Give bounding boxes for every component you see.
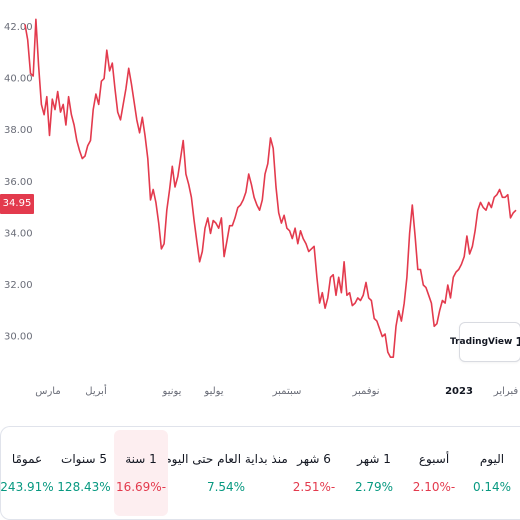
perf-value: 0.14% bbox=[472, 480, 512, 494]
perf-item-today[interactable]: اليوم 0.14% bbox=[464, 427, 520, 519]
y-tick-label: 32.00 bbox=[4, 280, 33, 291]
y-tick-label: 34.00 bbox=[4, 228, 33, 239]
perf-value: 7.54% bbox=[206, 480, 246, 494]
perf-item-1-month[interactable]: 1 شهر 2.79% bbox=[344, 427, 404, 519]
y-tick-label: 30.00 bbox=[4, 332, 33, 343]
performance-bar: اليوم 0.14% أسبوع 2.10%- 1 شهر 2.79% 6 ش… bbox=[0, 426, 520, 520]
tradingview-logo-text: TradingView bbox=[449, 337, 513, 347]
perf-item-all-time[interactable]: عمومًا 243.91% bbox=[0, 427, 54, 519]
perf-value: 2.79% bbox=[354, 480, 394, 494]
perf-value: 243.91% bbox=[0, 480, 54, 494]
perf-value: 16.69%- bbox=[115, 480, 167, 494]
y-tick-label: 40.00 bbox=[4, 74, 33, 85]
perf-value: 2.51%- bbox=[292, 480, 336, 494]
x-tick-label: 2023 bbox=[445, 386, 473, 397]
y-tick-label: 36.00 bbox=[4, 177, 33, 188]
perf-value: 2.10%- bbox=[412, 480, 456, 494]
chart-canvas[interactable]: 42.00 40.00 38.00 36.00 34.00 32.00 30.00 مارس أ… bbox=[0, 0, 520, 410]
tradingview-mark-icon: 17 bbox=[515, 335, 520, 349]
perf-item-5-years[interactable]: 5 سنوات 128.43% bbox=[54, 427, 114, 519]
x-tick-label: نوفمبر bbox=[351, 386, 379, 397]
perf-label: 1 سنة bbox=[125, 452, 157, 466]
perf-label: أسبوع bbox=[418, 452, 450, 466]
perf-label: اليوم bbox=[479, 452, 505, 466]
perf-label: منذ بداية العام حتى اليوم bbox=[164, 452, 288, 466]
perf-item-6-months[interactable]: 6 شهر 2.51%- bbox=[284, 427, 344, 519]
perf-value: 128.43% bbox=[57, 480, 111, 494]
perf-item-1-year[interactable]: 1 سنة 16.69%- bbox=[114, 430, 168, 516]
x-tick-label: مارس bbox=[35, 386, 60, 397]
x-tick-label: أبريل bbox=[85, 384, 107, 397]
price-chart[interactable]: 42.00 40.00 38.00 36.00 34.00 32.00 30.00 مارس أ… bbox=[0, 0, 520, 410]
perf-label: 1 شهر bbox=[357, 452, 391, 466]
x-tick-label: يوليو bbox=[203, 386, 223, 397]
x-tick-label: سبتمبر bbox=[272, 386, 302, 397]
y-tick-label: 42.00 bbox=[4, 22, 33, 33]
x-tick-label: فبراير bbox=[493, 386, 519, 397]
tradingview-logo[interactable]: TradingView 17 bbox=[450, 322, 520, 362]
y-tick-label: 38.00 bbox=[4, 125, 33, 136]
price-series-line bbox=[24, 18, 517, 359]
perf-item-week[interactable]: أسبوع 2.10%- bbox=[404, 427, 464, 519]
perf-item-ytd[interactable]: منذ بداية العام حتى اليوم 7.54% bbox=[164, 427, 288, 519]
perf-label: 6 شهر bbox=[297, 452, 331, 466]
perf-label: 5 سنوات bbox=[61, 452, 107, 466]
perf-label: عمومًا bbox=[11, 452, 43, 466]
current-price-label: 34.95 bbox=[0, 194, 34, 214]
x-tick-label: يونيو bbox=[162, 386, 182, 397]
